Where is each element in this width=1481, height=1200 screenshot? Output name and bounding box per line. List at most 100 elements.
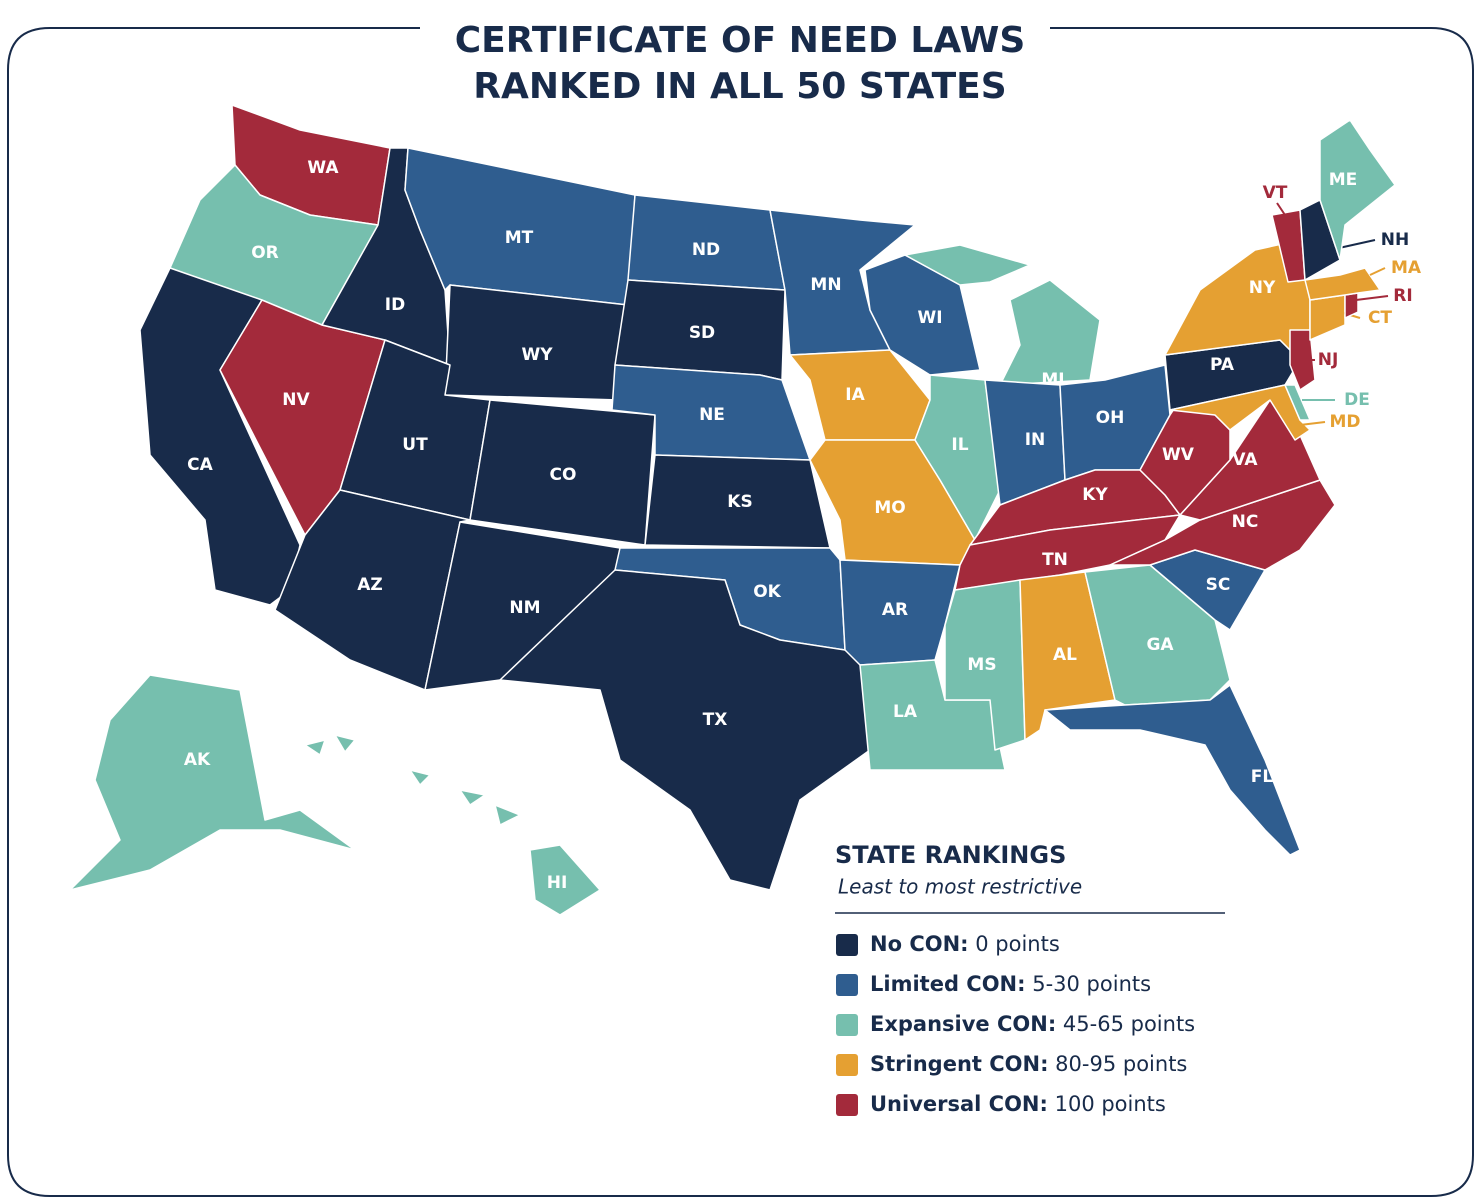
state-shape [1284,384,1311,421]
state-label: OK [753,582,781,602]
state-label: SD [689,323,715,343]
state-label: IN [1025,430,1046,450]
state-label: MT [505,228,534,248]
state-label: HI [547,873,568,893]
state-shape [444,284,629,401]
state-shape [1044,684,1301,856]
state-label: NM [509,598,540,618]
state-label: SC [1206,575,1231,595]
state-label: CO [550,465,577,485]
state-label: CA [187,455,213,475]
state-label: OH [1096,408,1125,428]
state-label: AL [1053,645,1077,665]
title: CERTIFICATE OF NEED LAWS [455,20,1026,61]
leader-line [1355,295,1389,301]
legend-range: 0 points [975,932,1060,956]
leader-line [1299,421,1326,426]
legend-swatch [836,1094,858,1116]
state-label: DE [1344,390,1370,410]
legend-name: No CON: [870,932,969,956]
state-label: VT [1263,183,1288,203]
state-shape [1289,329,1316,391]
state-shape [1109,479,1336,571]
state-label: PA [1210,355,1235,375]
state-label: WV [1162,445,1195,465]
state-label: NC [1232,512,1259,532]
state-label: AZ [357,575,382,595]
legend-title: STATE RANKINGS [835,841,1066,869]
state-shape [494,804,521,826]
state-shape [409,769,431,786]
state-shape [304,739,326,756]
state-label: KS [727,492,752,512]
state-label: WA [307,158,339,178]
state-label: IL [951,435,968,455]
state-shape [1344,292,1359,319]
state-label: WI [917,308,942,328]
state-label: TX [703,710,728,730]
state-shape [69,674,356,891]
state-shape [334,734,356,753]
state-label: UT [402,435,428,455]
legend-swatch [836,1054,858,1076]
legend-name: Expansive CON: [870,1012,1056,1036]
legend-subtitle: Least to most restrictive [838,875,1082,899]
legend-swatch [836,974,858,996]
state-label: LA [893,702,918,722]
state-label: ME [1329,170,1358,190]
state-shape [274,489,471,691]
legend-name: Stringent CON: [870,1052,1048,1076]
state-label: NY [1249,278,1276,298]
state-label: TN [1042,550,1068,570]
state-label: ND [692,240,720,260]
state-label: NJ [1318,350,1339,370]
legend-label: Limited CON: 5-30 points [870,972,1151,996]
state-label: NH [1381,230,1409,250]
state-label: MD [1329,412,1360,432]
legend-name: Limited CON: [870,972,1026,996]
state-label: WY [521,345,553,365]
frame [7,27,1474,1197]
legend-label: Expansive CON: 45-65 points [870,1012,1195,1036]
state-label: FL [1251,767,1274,787]
state-label: CT [1368,308,1392,328]
state-label: RI [1393,286,1412,306]
state-label: OR [251,243,279,263]
legend-label: Stringent CON: 80-95 points [870,1052,1187,1076]
state-label: MS [967,655,996,675]
legend-swatch [836,934,858,956]
state-shape [1319,119,1396,261]
state-shape [1309,294,1346,341]
legend-label: Universal CON: 100 points [870,1092,1166,1116]
state-label: IA [845,385,865,405]
state-label: KY [1082,485,1108,505]
legend: STATE RANKINGS Least to most restrictive… [835,841,1225,1116]
legend-range: 100 points [1055,1092,1166,1116]
leader-line [1369,267,1386,276]
state-label: NV [282,390,310,410]
state-shape [1304,267,1381,301]
state-label: AR [882,600,908,620]
state-label: NE [699,405,725,425]
state-shape [904,244,1031,286]
state-shape [529,844,601,916]
state-label: GA [1146,635,1174,655]
legend-range: 80-95 points [1055,1052,1187,1076]
state-shape [459,789,486,806]
legend-range: 5-30 points [1032,972,1151,996]
state-label: MA [1391,258,1422,278]
states: WA OR CA NV ID MT WY UT CO AZ NM ND SD NE KS OK TX MN IA MO… [69,104,1422,916]
leader-line [1276,202,1286,216]
state-shape [499,569,871,891]
legend-swatch [836,1014,858,1036]
state-label: MO [874,498,905,518]
state-label: VA [1232,450,1258,470]
state-shape [999,279,1101,386]
state-label: MN [810,275,841,295]
state-label: AK [184,750,211,770]
legend-range: 45-65 points [1063,1012,1195,1036]
legend-name: Universal CON: [870,1092,1048,1116]
legend-label: No CON: 0 points [870,932,1060,956]
state-label: ID [385,295,405,315]
